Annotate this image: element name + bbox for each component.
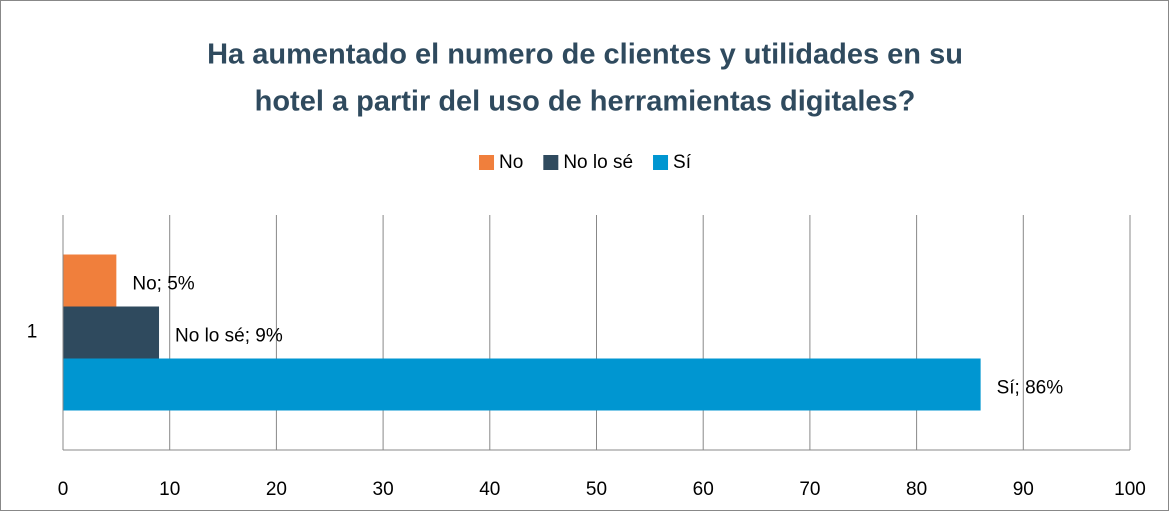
legend-swatch	[479, 155, 495, 170]
x-tick-label: 50	[586, 479, 607, 500]
legend-swatch	[653, 155, 669, 170]
bar	[63, 254, 117, 307]
legend-swatch	[543, 155, 559, 170]
x-tick-label: 100	[1114, 479, 1146, 500]
x-tick-label: 30	[373, 479, 394, 500]
x-tick-label: 0	[58, 479, 69, 500]
legend: No No lo sé Sí	[479, 152, 692, 173]
bar	[63, 358, 981, 411]
data-label: No; 5%	[132, 274, 194, 295]
x-tick-label: 60	[693, 479, 714, 500]
legend-label: No lo sé	[563, 152, 633, 173]
x-tick-label: 40	[479, 479, 500, 500]
legend-label: Sí	[673, 152, 692, 173]
data-label: No lo sé; 9%	[175, 326, 283, 347]
data-label: Sí; 86%	[997, 378, 1064, 399]
x-tick-label: 80	[906, 479, 927, 500]
x-tick-label: 70	[799, 479, 820, 500]
chart-title: hotel a partir del uso de herramientas d…	[255, 86, 916, 118]
chart-title: Ha aumentado el numero de clientes y uti…	[207, 39, 963, 71]
x-tick-label: 20	[266, 479, 287, 500]
x-tick-label: 10	[159, 479, 180, 500]
x-tick-label: 90	[1013, 479, 1034, 500]
y-tick-label: 1	[27, 322, 38, 343]
bar	[63, 306, 160, 359]
legend-label: No	[499, 152, 523, 173]
